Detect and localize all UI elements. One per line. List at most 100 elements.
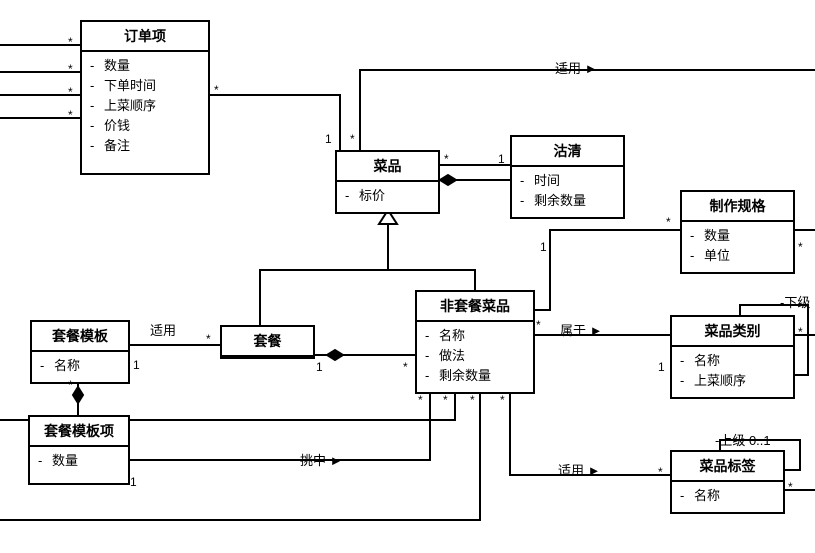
class-attr-label: 数量: [104, 56, 130, 76]
multiplicity: 1: [130, 475, 137, 489]
class-attr-label: 价钱: [104, 116, 130, 136]
class-attrs: -名称-上菜顺序: [672, 347, 793, 397]
multiplicity: 1: [540, 240, 547, 254]
class-comboTpl: 套餐模板-名称: [30, 320, 130, 384]
class-attr-label: 数量: [52, 451, 78, 471]
class-attr-label: 下单时间: [104, 76, 156, 96]
composition-diamond-icon: [73, 387, 83, 403]
class-attr-row: -名称: [680, 486, 775, 506]
class-spec: 制作规格-数量-单位: [680, 190, 795, 274]
class-attr-label: 上菜顺序: [694, 371, 746, 391]
assoc-label-applyTag: 适用 ►: [558, 460, 600, 479]
class-attr-row: -剩余数量: [520, 191, 615, 211]
class-attrs: -名称-做法-剩余数量: [417, 322, 533, 392]
class-attrs: -名称: [672, 482, 783, 512]
dash-icon: -: [90, 136, 104, 156]
edge-e-order-dish: [210, 95, 340, 150]
class-orderItem: 订单项-数量-下单时间-上菜顺序-价钱-备注: [80, 20, 210, 175]
assoc-label-applyTop: 适用 ►: [555, 58, 597, 77]
class-attrs: -数量-单位: [682, 222, 793, 272]
multiplicity: *: [68, 378, 73, 392]
class-attr-label: 标价: [359, 186, 385, 206]
multiplicity: *: [418, 393, 423, 407]
class-category: 菜品类别-名称-上菜顺序: [670, 315, 795, 399]
edge-e-tplitem-noncombo: [130, 390, 430, 460]
class-attr-label: 做法: [439, 346, 465, 366]
class-attrs: -数量-下单时间-上菜顺序-价钱-备注: [82, 52, 208, 162]
multiplicity: *: [658, 465, 663, 479]
class-attr-row: -下单时间: [90, 76, 200, 96]
class-attr-label: 名称: [439, 326, 465, 346]
multiplicity: *: [444, 152, 449, 166]
multiplicity: 1: [444, 172, 451, 186]
multiplicity: 1: [498, 152, 505, 166]
multiplicity: *: [443, 393, 448, 407]
class-title: 沽清: [512, 137, 623, 167]
class-attr-label: 剩余数量: [439, 366, 491, 386]
dash-icon: -: [690, 246, 704, 266]
multiplicity: *: [798, 325, 803, 339]
class-attr-label: 上菜顺序: [104, 96, 156, 116]
class-attr-label: 单位: [704, 246, 730, 266]
class-attrs: -标价: [337, 182, 438, 212]
class-combo: 套餐: [220, 325, 315, 359]
class-title: 制作规格: [682, 192, 793, 222]
class-attr-row: -做法: [425, 346, 525, 366]
class-attr-row: -上菜顺序: [90, 96, 200, 116]
multiplicity: *: [68, 35, 73, 49]
class-attr-row: -名称: [40, 356, 120, 376]
multiplicity: *: [536, 318, 541, 332]
assoc-label-belong: 属于 ►: [560, 320, 602, 339]
multiplicity: *: [214, 83, 219, 97]
class-attr-row: -单位: [690, 246, 785, 266]
multiplicity: *: [68, 85, 73, 99]
dash-icon: -: [345, 186, 359, 206]
dash-icon: -: [38, 451, 52, 471]
class-attr-label: 剩余数量: [534, 191, 586, 211]
multiplicity: *: [68, 62, 73, 76]
class-attr-row: -数量: [690, 226, 785, 246]
dash-icon: -: [40, 356, 54, 376]
assoc-label-sub: -下级: [780, 292, 810, 311]
multiplicity: *: [350, 132, 355, 146]
class-attrs: -时间-剩余数量: [512, 167, 623, 217]
class-attr-row: -上菜顺序: [680, 371, 785, 391]
class-attr-label: 名称: [694, 486, 720, 506]
dash-icon: -: [680, 371, 694, 391]
multiplicity: 1: [133, 358, 140, 372]
class-attr-row: -时间: [520, 171, 615, 191]
dash-icon: -: [90, 76, 104, 96]
class-attr-row: -数量: [90, 56, 200, 76]
dash-icon: -: [90, 116, 104, 136]
dash-icon: -: [425, 346, 439, 366]
class-title: 菜品: [337, 152, 438, 182]
class-title: 菜品标签: [672, 452, 783, 482]
class-soldout: 沽清-时间-剩余数量: [510, 135, 625, 219]
dash-icon: -: [90, 96, 104, 116]
assoc-label-pick: 挑中 ►: [300, 450, 342, 469]
class-title: 套餐模板项: [30, 417, 128, 447]
dash-icon: -: [425, 366, 439, 386]
multiplicity: *: [68, 108, 73, 122]
class-title: 菜品类别: [672, 317, 793, 347]
multiplicity: *: [798, 240, 803, 254]
class-attr-row: -备注: [90, 136, 200, 156]
class-attr-label: 名称: [54, 356, 80, 376]
multiplicity: *: [403, 360, 408, 374]
assoc-label-applyTpl: 适用: [150, 320, 176, 339]
class-attr-row: -名称: [425, 326, 525, 346]
class-attr-label: 时间: [534, 171, 560, 191]
class-dish: 菜品 -标价: [335, 150, 440, 214]
class-attr-row: -标价: [345, 186, 430, 206]
class-attr-row: -名称: [680, 351, 785, 371]
class-attr-label: 数量: [704, 226, 730, 246]
multiplicity: *: [666, 215, 671, 229]
multiplicity: *: [470, 393, 475, 407]
class-title: 订单项: [82, 22, 208, 52]
class-attr-row: -剩余数量: [425, 366, 525, 386]
edge-e-noncombo-spec: [535, 230, 680, 310]
multiplicity: 1: [658, 360, 665, 374]
composition-diamond-icon: [327, 350, 343, 360]
class-title: 套餐: [222, 327, 313, 357]
dash-icon: -: [520, 191, 534, 211]
